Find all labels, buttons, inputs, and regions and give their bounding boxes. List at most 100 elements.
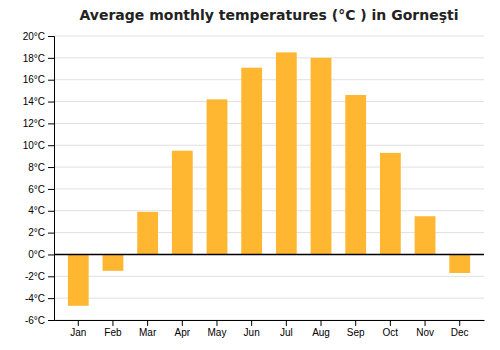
y-tick-mark [48, 145, 54, 146]
y-tick: -4°C [25, 293, 54, 304]
x-tick: Sep [347, 320, 365, 338]
bar [311, 58, 332, 255]
y-axis: -6°C -4°C -2°C 0°C 2°C 4°C 6°C 8°C 10°C 12°C 14°C 1… [23, 31, 55, 326]
x-tick-label: Dec [451, 327, 469, 338]
y-tick-label: 18°C [23, 53, 45, 64]
y-tick-mark [48, 80, 54, 81]
y-tick: 16°C [23, 74, 54, 85]
grid-line [54, 145, 484, 146]
x-tick-mark [78, 320, 79, 326]
y-tick-mark [48, 102, 54, 103]
y-tick-label: 6°C [28, 184, 45, 195]
y-tick-label: 14°C [23, 96, 45, 107]
x-tick-label: Feb [104, 327, 122, 338]
y-tick: 14°C [23, 96, 54, 107]
y-tick-label: 10°C [23, 140, 45, 151]
y-tick-mark [48, 36, 54, 37]
y-tick-label: 20°C [23, 31, 45, 42]
y-tick: 12°C [23, 118, 54, 129]
y-tick-mark [48, 58, 54, 59]
x-tick: Jul [280, 320, 293, 338]
x-axis-line [55, 320, 485, 321]
x-tick-label: Nov [416, 327, 434, 338]
x-tick: Aug [312, 320, 330, 338]
y-tick: -6°C [25, 315, 54, 326]
bar [449, 254, 470, 273]
y-tick-label: -2°C [25, 271, 45, 282]
x-tick-mark [216, 320, 217, 326]
x-tick: Feb [104, 320, 122, 338]
grid-line [54, 254, 484, 255]
grid-line [54, 320, 484, 321]
y-tick-label: 4°C [28, 205, 45, 216]
grid-line [54, 298, 484, 299]
grid [54, 36, 484, 320]
y-tick-label: 16°C [23, 74, 45, 85]
zero-line [54, 254, 484, 256]
bar [241, 68, 262, 255]
y-tick: 2°C [28, 227, 54, 238]
x-tick-mark [251, 320, 252, 326]
grid-line [54, 79, 484, 80]
y-tick-mark [48, 167, 54, 168]
y-tick: 4°C [28, 205, 54, 216]
bar [276, 52, 297, 254]
x-tick-mark [459, 320, 460, 326]
x-tick: Oct [383, 320, 399, 338]
x-tick: Mar [139, 320, 157, 338]
bar [103, 254, 124, 270]
y-tick-label: 0°C [28, 249, 45, 260]
x-tick: Apr [175, 320, 191, 338]
bar [345, 95, 366, 254]
y-tick-mark [48, 189, 54, 190]
bar [137, 212, 158, 255]
x-tick-mark [286, 320, 287, 326]
y-tick: 6°C [28, 184, 54, 195]
y-tick-label: 2°C [28, 227, 45, 238]
grid-line [54, 167, 484, 168]
x-tick: Jan [70, 320, 86, 338]
y-tick: -2°C [25, 271, 54, 282]
y-tick: 8°C [28, 162, 54, 173]
y-axis-line [48, 37, 55, 321]
x-tick: May [208, 320, 227, 338]
grid-line [54, 36, 484, 37]
y-tick-label: -4°C [25, 293, 45, 304]
y-tick-mark [48, 123, 54, 124]
x-axis: Jan Feb Mar Apr May Jun Jul Aug Sep Oct Nov Dec [55, 320, 485, 338]
title: Average monthly temperatures (°C ) in Go… [80, 7, 459, 23]
x-tick-mark [147, 320, 148, 326]
bar [172, 151, 193, 255]
x-tick-label: Jul [280, 327, 293, 338]
x-tick-label: Sep [347, 327, 365, 338]
x-tick-label: Aug [312, 327, 330, 338]
x-tick-mark [425, 320, 426, 326]
bar [380, 153, 401, 255]
y-tick-label: 12°C [23, 118, 45, 129]
grid-line [54, 188, 484, 189]
x-tick-label: Jun [244, 327, 260, 338]
y-tick-label: 8°C [28, 162, 45, 173]
x-tick-mark [182, 320, 183, 326]
x-tick: Dec [451, 320, 469, 338]
x-tick-mark [355, 320, 356, 326]
grid-line [54, 101, 484, 102]
bar [207, 99, 228, 254]
grid-line [54, 276, 484, 277]
bar [415, 216, 436, 254]
y-tick-mark [48, 276, 54, 277]
y-tick: 18°C [23, 53, 54, 64]
x-tick-mark [112, 320, 113, 326]
x-tick: Jun [244, 320, 260, 338]
grid-line [54, 57, 484, 58]
y-tick-mark [48, 298, 54, 299]
y-tick-label: -6°C [25, 315, 45, 326]
y-tick: 0°C [28, 249, 54, 260]
grid-line [54, 123, 484, 124]
x-tick: Nov [416, 320, 434, 338]
chart-svg: Jan Feb Mar Apr May Jun Jul Aug Sep Oct Nov Dec -6°C… [0, 0, 500, 350]
x-tick-label: May [208, 327, 227, 338]
x-tick-label: Mar [139, 327, 157, 338]
chart-container: Jan Feb Mar Apr May Jun Jul Aug Sep Oct Nov Dec -6°C… [0, 0, 500, 350]
y-tick: 10°C [23, 140, 54, 151]
